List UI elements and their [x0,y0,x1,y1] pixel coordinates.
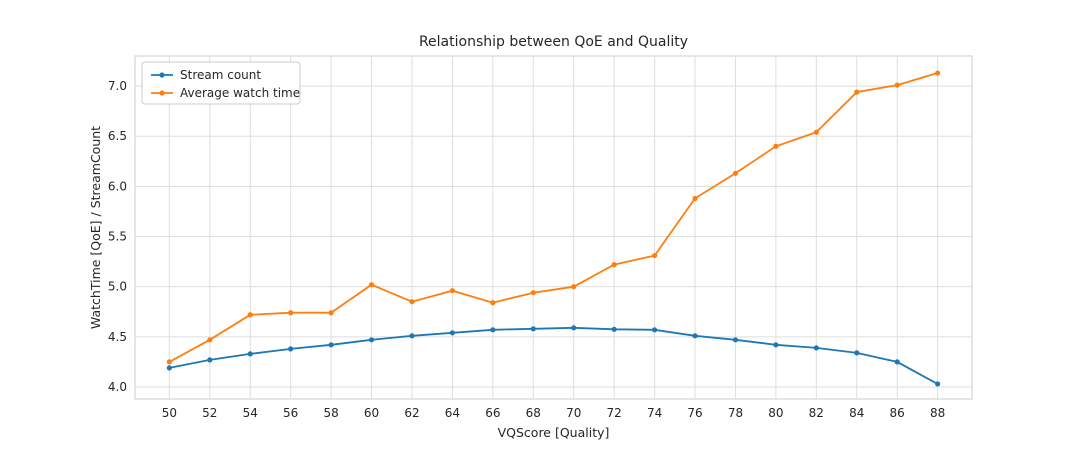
series-line [169,326,939,385]
series-group [166,70,941,387]
plot-area [134,55,973,400]
y-axis-ticks: 4.0 4.5 5.0 5.5 6.0 6.5 7.0 [108,79,127,394]
x-tick-label: 62 [404,406,419,420]
legend: Stream count Average watch time [141,61,301,105]
data-point [571,325,577,331]
data-point [813,345,819,351]
series-average-watch-time [166,70,941,365]
data-point [935,70,941,76]
data-point [813,129,819,135]
x-tick-label: 88 [930,406,945,420]
x-tick-label: 72 [607,406,622,420]
data-point [773,143,779,149]
chart-title: Relationship between QoE and Quality [419,34,688,50]
data-point [732,170,739,176]
data-point [166,365,172,371]
x-tick-label: 78 [728,406,743,420]
legend-item: Average watch time [151,86,300,100]
legend-marker [159,90,165,96]
y-tick-label: 5.5 [108,230,127,244]
x-tick-label: 50 [162,406,177,420]
data-point [288,310,294,316]
x-tick-label: 56 [283,406,298,420]
y-tick-label: 6.0 [108,179,127,193]
data-point [368,337,375,343]
data-point [288,346,294,352]
x-tick-label: 74 [647,406,662,420]
data-point [571,284,577,290]
x-tick-label: 52 [202,406,217,420]
data-point [530,326,536,332]
x-tick-label: 58 [323,406,338,420]
data-point [894,82,900,88]
data-point [409,299,415,305]
data-point [854,350,860,356]
legend-item: Stream count [151,68,261,82]
data-point [611,326,617,332]
series-stream-count [166,325,941,387]
x-axis-ticks: 50 52 54 56 58 60 62 64 66 68 70 72 74 76 78 80 82 84 86 88 [162,406,946,420]
y-axis-label: WatchTime [QoE] / StreamCount [88,126,103,329]
data-point [247,351,253,357]
legend-label: Stream count [180,68,261,82]
legend-box [141,61,301,105]
data-point [247,312,253,318]
data-point [651,327,658,333]
x-axis-label: VQScore [Quality] [498,425,610,440]
data-point [207,337,213,343]
data-point [935,381,941,387]
x-tick-label: 60 [364,406,379,420]
data-point [328,342,334,348]
y-tick-label: 4.0 [108,380,127,394]
x-tick-label: 68 [526,406,541,420]
x-tick-label: 70 [566,406,581,420]
x-tick-label: 86 [890,406,905,420]
data-point [409,333,415,339]
data-point [328,310,334,316]
data-point [449,288,456,294]
y-tick-label: 5.0 [108,280,127,294]
data-point [854,89,860,95]
data-point [611,262,617,268]
y-tick-label: 7.0 [108,79,127,93]
data-point [732,337,739,343]
data-point [692,333,698,339]
data-point [207,357,213,363]
x-tick-label: 76 [687,406,702,420]
y-tick-label: 6.5 [108,129,127,143]
x-tick-label: 80 [768,406,783,420]
data-point [651,252,658,259]
y-tick-label: 4.5 [108,330,127,344]
series-line [168,72,938,363]
data-point [166,359,172,365]
legend-label: Average watch time [180,86,300,100]
data-point [530,290,536,296]
x-tick-label: 54 [243,406,258,420]
x-tick-label: 82 [809,406,824,420]
data-point [490,327,496,333]
data-point [894,359,900,365]
legend-marker [159,72,165,78]
data-point [773,342,779,348]
data-point [449,330,456,336]
data-point [692,195,698,202]
x-tick-label: 66 [485,406,500,420]
x-tick-label: 64 [445,406,460,420]
data-point [368,282,375,288]
x-tick-label: 84 [849,406,864,420]
data-point [490,300,496,306]
